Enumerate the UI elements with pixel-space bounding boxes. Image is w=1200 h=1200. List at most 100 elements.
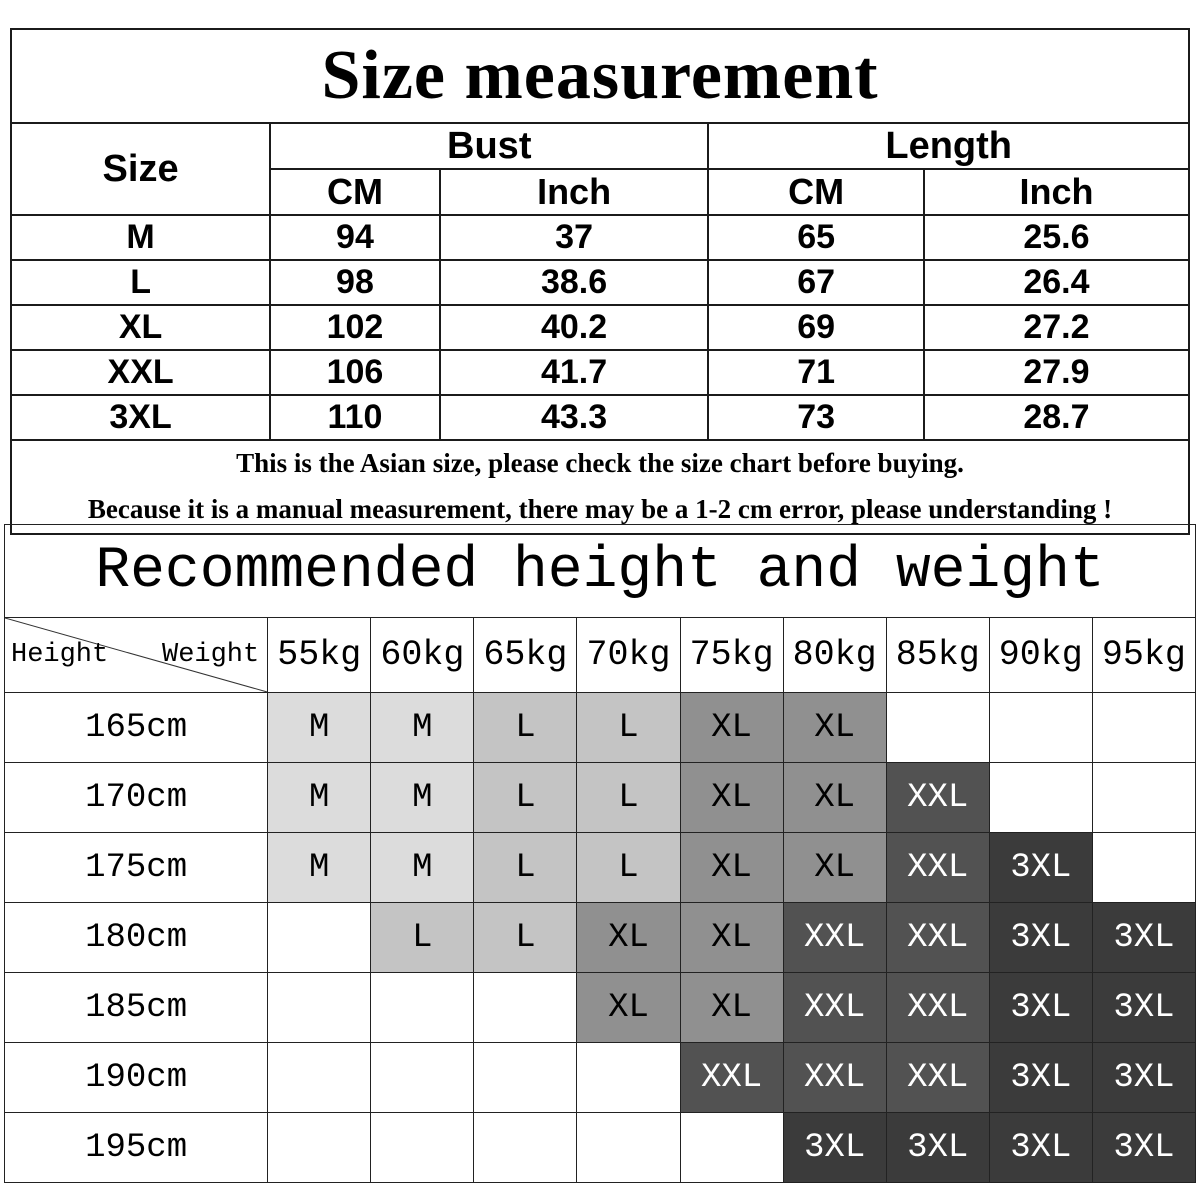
height-label-cell: 195cm — [3, 1112, 269, 1183]
height-row: 195cm 3XL 3XL 3XL 3XL — [3, 1112, 1197, 1183]
size-label: L — [9, 259, 272, 306]
size-recommendation-cell: L — [473, 692, 578, 763]
length-inch-value: 25.6 — [922, 214, 1191, 261]
length-inch-value: 27.9 — [922, 349, 1191, 396]
size-recommendation-cell: 3XL — [1091, 902, 1197, 973]
size-recommendation-cell — [267, 972, 372, 1043]
size-recommendation-cell — [1091, 762, 1197, 833]
weight-header-cell: 75kg — [679, 617, 784, 693]
recommended-height-weight-table: Recommended height and weight Height Wei… — [3, 524, 1197, 1183]
size-recommendation-cell — [1091, 692, 1197, 763]
weight-header-cell: 90kg — [988, 617, 1093, 693]
size-recommendation-cell — [576, 1042, 681, 1113]
length-cm-value: 71 — [707, 349, 925, 396]
bust-cm-value: 110 — [269, 394, 441, 441]
height-axis-label: Height — [11, 640, 109, 670]
size-recommendation-cell: XXL — [885, 902, 990, 973]
weight-header-cell: 65kg — [473, 617, 578, 693]
size-recommendation-cell: 3XL — [988, 1042, 1093, 1113]
size-recommendation-cell: 3XL — [1091, 1042, 1197, 1113]
bust-inch-value: 38.6 — [438, 259, 710, 306]
height-row: 185cm XL XL XXL XXL 3XL 3XL — [3, 972, 1197, 1043]
size-recommendation-cell: XL — [679, 692, 784, 763]
size-recommendation-cell: XL — [679, 832, 784, 903]
size-recommendation-cell — [1091, 832, 1197, 903]
size-recommendation-cell: L — [473, 832, 578, 903]
header-length-inch: Inch — [922, 168, 1191, 216]
size-recommendation-cell — [885, 692, 990, 763]
size-recommendation-cell: XXL — [885, 972, 990, 1043]
size-recommendation-cell: L — [576, 692, 681, 763]
size-row: 3XL 110 43.3 73 28.7 — [9, 394, 1191, 441]
size-recommendation-cell — [679, 1112, 784, 1183]
weight-header-cell: 95kg — [1091, 617, 1197, 693]
height-label-cell: 175cm — [3, 832, 269, 903]
size-recommendation-cell — [370, 1042, 475, 1113]
length-inch-value: 28.7 — [922, 394, 1191, 441]
weight-header-cell: 80kg — [782, 617, 887, 693]
height-label-cell: 170cm — [3, 762, 269, 833]
note-line-2: Because it is a manual measurement, ther… — [87, 494, 1113, 524]
weight-header-cell: 85kg — [885, 617, 990, 693]
header-bust-cm: CM — [269, 168, 441, 216]
size-recommendation-cell: XXL — [885, 832, 990, 903]
bust-inch-value: 41.7 — [438, 349, 710, 396]
size-recommendation-cell: XL — [782, 692, 887, 763]
size-recommendation-cell — [576, 1112, 681, 1183]
size-label: 3XL — [9, 394, 272, 441]
size-recommendation-cell: 3XL — [1091, 972, 1197, 1043]
height-label-cell: 180cm — [3, 902, 269, 973]
height-label-cell: 185cm — [3, 972, 269, 1043]
size-row: XXL 106 41.7 71 27.9 — [9, 349, 1191, 396]
size-label: M — [9, 214, 272, 261]
length-inch-value: 27.2 — [922, 304, 1191, 351]
bust-cm-value: 98 — [269, 259, 441, 306]
bust-inch-value: 43.3 — [438, 394, 710, 441]
header-bust: Bust — [269, 122, 710, 170]
size-recommendation-cell: XL — [576, 972, 681, 1043]
size-recommendation-cell: 3XL — [1091, 1112, 1197, 1183]
size-recommendation-cell: M — [267, 832, 372, 903]
size-recommendation-cell: XXL — [782, 972, 887, 1043]
header-bust-inch: Inch — [438, 168, 710, 216]
bust-cm-value: 106 — [269, 349, 441, 396]
size-recommendation-cell — [267, 1112, 372, 1183]
size-recommendation-cell: L — [576, 832, 681, 903]
size-row: L 98 38.6 67 26.4 — [9, 259, 1191, 306]
note-line-1: This is the Asian size, please check the… — [236, 448, 964, 479]
note-cell: This is the Asian size, please check the… — [10, 439, 1190, 535]
size-recommendation-cell: 3XL — [988, 832, 1093, 903]
recommend-title: Recommended height and weight — [4, 524, 1196, 618]
length-cm-value: 67 — [707, 259, 925, 306]
size-recommendation-cell: XL — [782, 832, 887, 903]
size-recommendation-cell: M — [370, 762, 475, 833]
bust-cm-value: 94 — [269, 214, 441, 261]
header-length-cm: CM — [707, 168, 925, 216]
size-recommendation-cell: L — [576, 762, 681, 833]
size-recommendation-cell: XXL — [679, 1042, 784, 1113]
height-row: 180cm L L XL XL XXL XXL 3XL 3XL — [3, 902, 1197, 973]
size-recommendation-cell — [267, 1042, 372, 1113]
size-recommendation-cell — [988, 692, 1093, 763]
size-recommendation-cell: 3XL — [782, 1112, 887, 1183]
size-recommendation-cell: XL — [782, 762, 887, 833]
size-recommendation-cell: XXL — [885, 762, 990, 833]
size-recommendation-cell: 3XL — [885, 1112, 990, 1183]
size-recommendation-cell: M — [370, 692, 475, 763]
weight-header-cell: 60kg — [370, 617, 475, 693]
size-recommendation-cell — [267, 902, 372, 973]
size-recommendation-cell — [988, 762, 1093, 833]
height-row: 165cm M M L L XL XL — [3, 692, 1197, 763]
height-row: 190cm XXL XXL XXL 3XL 3XL — [3, 1042, 1197, 1113]
bust-inch-value: 37 — [438, 214, 710, 261]
length-cm-value: 65 — [707, 214, 925, 261]
size-recommendation-cell — [473, 972, 578, 1043]
weight-axis-label: Weight — [162, 640, 260, 670]
size-recommendation-cell: XL — [679, 902, 784, 973]
weight-header-cell: 55kg — [267, 617, 372, 693]
size-recommendation-cell — [370, 972, 475, 1043]
size-recommendation-cell — [473, 1042, 578, 1113]
size-recommendation-cell: L — [370, 902, 475, 973]
header-size: Size — [9, 122, 272, 216]
size-recommendation-cell: XL — [576, 902, 681, 973]
